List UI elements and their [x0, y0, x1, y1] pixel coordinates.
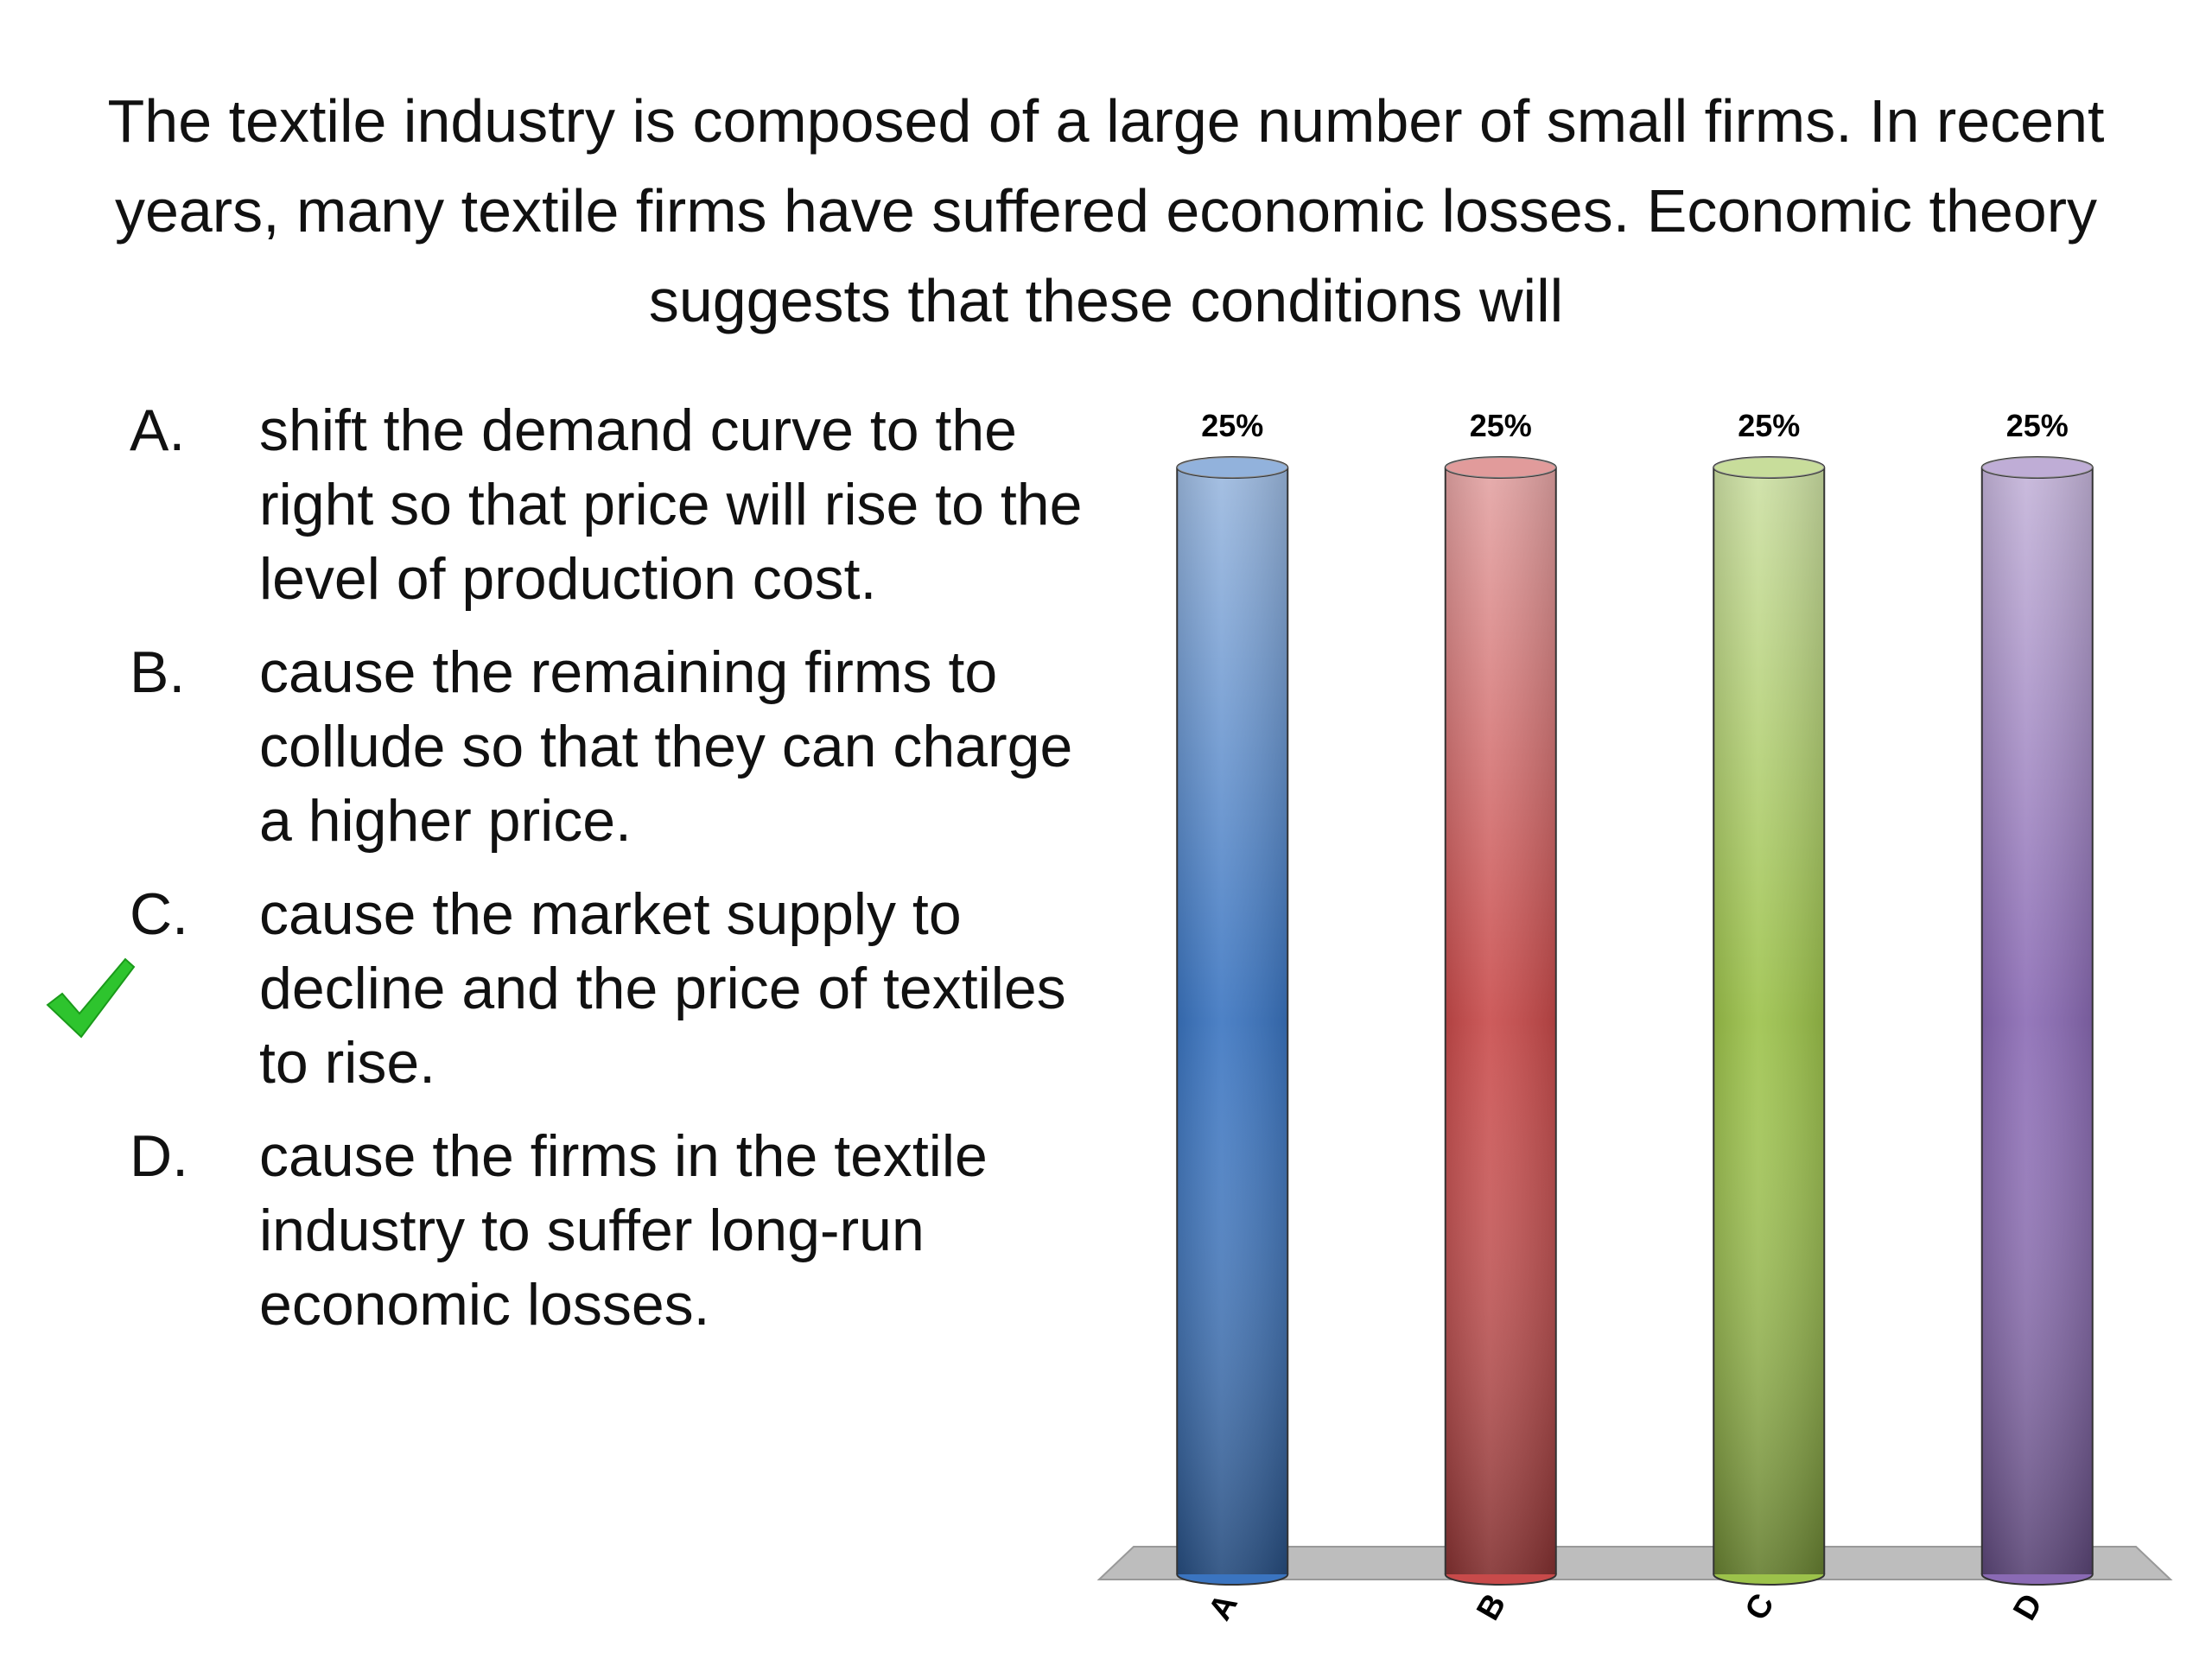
bar-cap: [1713, 456, 1826, 479]
bar-cap-shade: [1177, 457, 1288, 478]
value-label: 25%: [1201, 408, 1263, 443]
option-text: cause the firms in the textile industry …: [259, 1123, 988, 1338]
bar-outline: [1980, 467, 2094, 1574]
options: A. shift the demand curve to the right so…: [130, 393, 1106, 1361]
x-tick-label: A: [1202, 1588, 1245, 1627]
value-label: 25%: [1738, 408, 1800, 443]
option-letter: D.: [130, 1123, 188, 1189]
option-text: cause the remaining firms to collude so …: [259, 639, 1073, 854]
question: The textile industry is composed of a la…: [107, 87, 2105, 334]
bar-cap: [1444, 456, 1557, 479]
bar-side: [1713, 467, 1825, 1574]
x-tick-label: B: [1470, 1588, 1513, 1627]
bar-side: [1177, 467, 1288, 1574]
bar-outline: [1176, 467, 1289, 1574]
option-letter: A.: [130, 397, 186, 463]
x-tick-label: D: [2006, 1588, 2050, 1627]
bar-cap-shade: [1713, 457, 1825, 478]
option: C. cause the market supply to decline and…: [130, 877, 1106, 1100]
bar-cap: [1176, 456, 1289, 479]
correct-check: [46, 957, 136, 1039]
bar-cap-shade: [1445, 457, 1556, 478]
bar-outline: [1444, 467, 1557, 1574]
value-label: 25%: [1470, 408, 1532, 443]
option-text: shift the demand curve to the right so t…: [259, 397, 1083, 612]
option: A. shift the demand curve to the right so…: [130, 393, 1106, 616]
option: B. cause the remaining firms to collude s…: [130, 635, 1106, 858]
value-label: 25%: [2006, 408, 2069, 443]
bar-cap-shade: [1981, 457, 2093, 478]
option-text: cause the market supply to decline and t…: [259, 881, 1066, 1096]
option: D. cause the firms in the textile industr…: [130, 1119, 1106, 1342]
x-tick-label: C: [1738, 1588, 1782, 1627]
bar-cap: [1980, 456, 2094, 479]
option-letter: C.: [130, 881, 188, 947]
bar-outline: [1713, 467, 1826, 1574]
option-letter: B.: [130, 639, 186, 705]
bar-side: [1981, 467, 2093, 1574]
bar-side: [1445, 467, 1556, 1574]
